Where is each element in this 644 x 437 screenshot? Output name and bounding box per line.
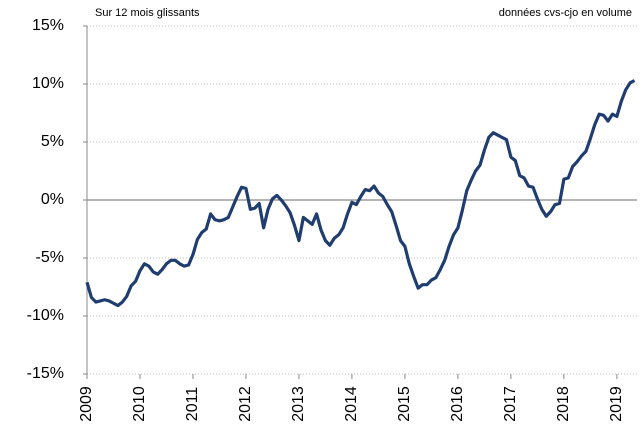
y-tick-label: 15% — [32, 17, 64, 34]
x-tick-label: 2010 — [131, 386, 148, 422]
y-tick-label: 10% — [32, 75, 64, 92]
x-tick-label: 2017 — [502, 386, 519, 422]
y-tick-label: -10% — [27, 307, 64, 324]
annotation: données cvs-cjo en volume — [499, 7, 632, 19]
x-tick-label: 2009 — [78, 386, 95, 422]
y-tick-label: 5% — [41, 133, 64, 150]
y-tick-label: 0% — [41, 191, 64, 208]
x-tick-label: 2015 — [396, 386, 413, 422]
x-tick-label: 2018 — [555, 386, 572, 422]
y-tick-label: -5% — [36, 249, 64, 266]
x-tick-label: 2013 — [290, 386, 307, 422]
x-tick-label: 2012 — [237, 386, 254, 422]
x-tick-label: 2011 — [184, 387, 201, 422]
x-tick-label: 2019 — [608, 386, 625, 422]
annotation: Sur 12 mois glissants — [95, 7, 200, 19]
x-tick-label: 2014 — [343, 386, 360, 422]
y-tick-label: -15% — [27, 365, 64, 382]
x-tick-label: 2016 — [449, 386, 466, 422]
data-line — [85, 79, 636, 308]
